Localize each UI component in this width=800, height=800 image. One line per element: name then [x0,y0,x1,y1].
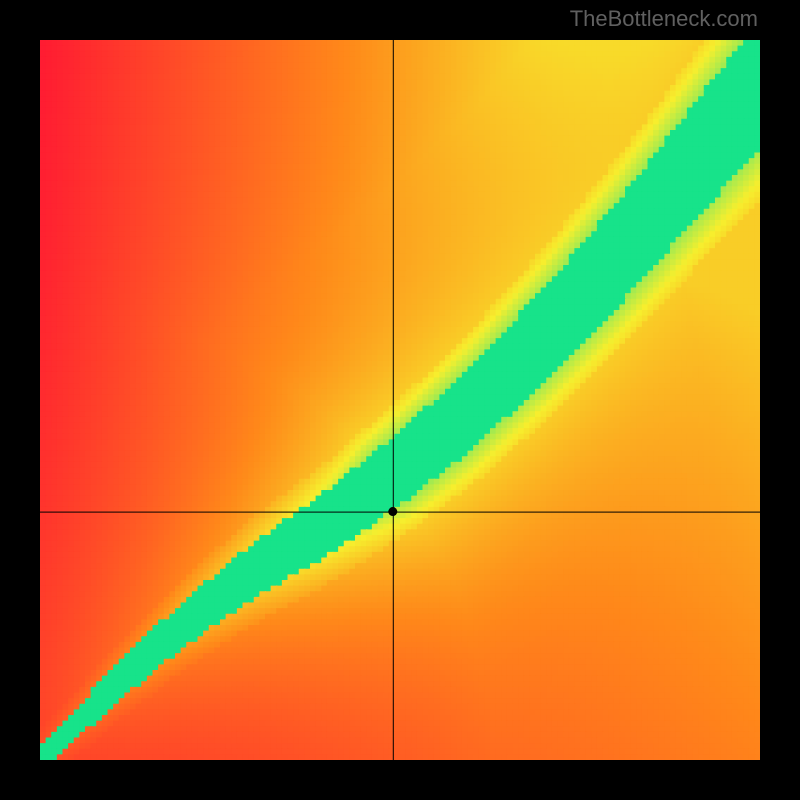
attribution-text: TheBottleneck.com [570,6,758,32]
figure-container: TheBottleneck.com [0,0,800,800]
bottleneck-heatmap [40,40,760,760]
plot-area [40,40,760,760]
